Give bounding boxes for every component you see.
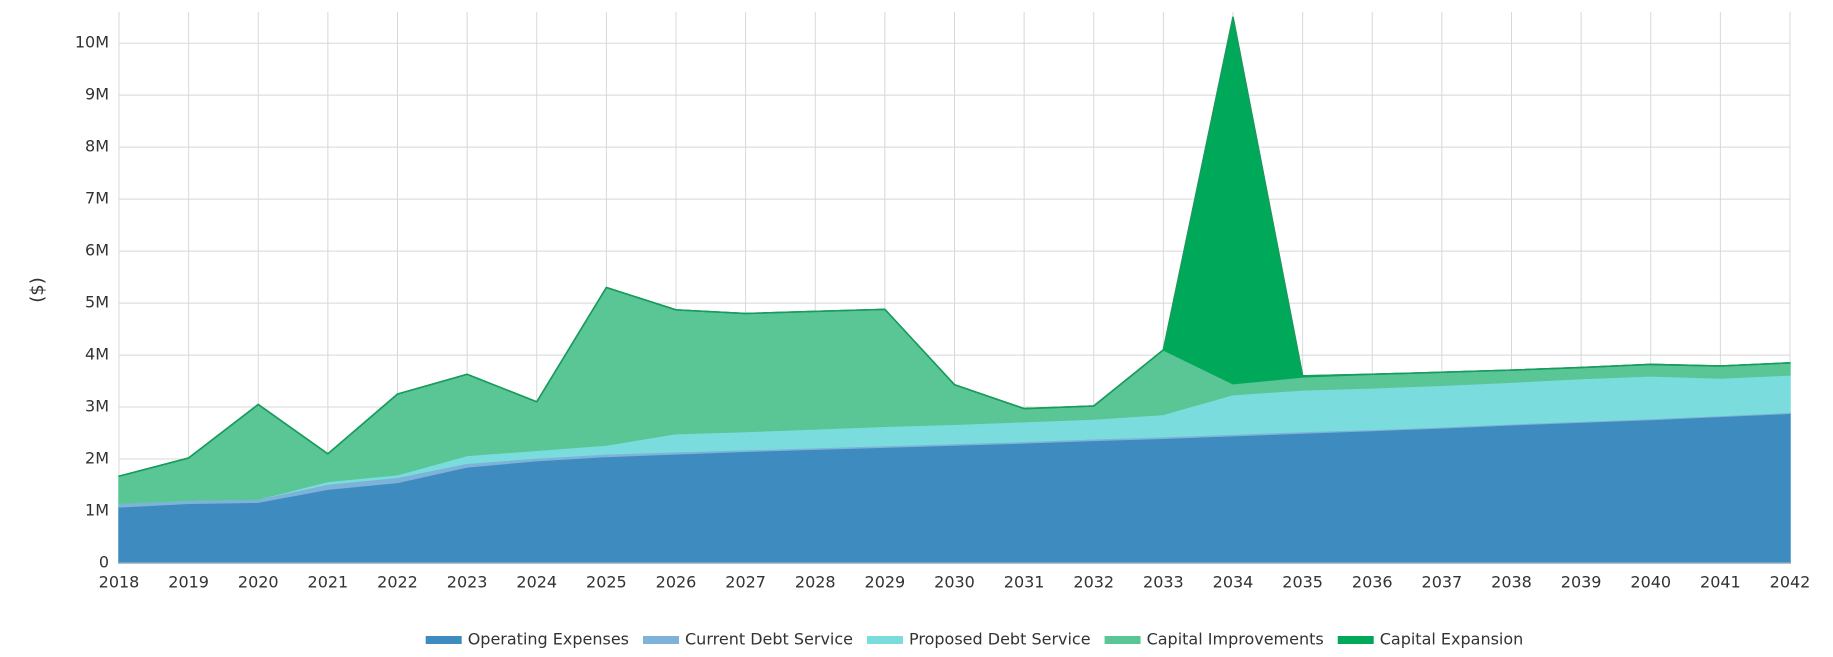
x-tick-label: 2029 (865, 573, 906, 592)
x-tick-label: 2023 (447, 573, 488, 592)
legend-swatch (1104, 636, 1141, 644)
x-tick-label: 2032 (1073, 573, 1114, 592)
legend-swatch (1337, 636, 1374, 644)
legend-label: Capital Expansion (1380, 630, 1524, 649)
y-tick-label: 10M (75, 33, 109, 52)
y-axis-label: ($) (27, 277, 48, 303)
y-tick-label: 4M (85, 345, 109, 364)
x-tick-label: 2028 (795, 573, 836, 592)
legend-label: Proposed Debt Service (909, 630, 1091, 649)
x-tick-label: 2025 (586, 573, 627, 592)
x-tick-label: 2039 (1561, 573, 1602, 592)
y-tick-label: 2M (85, 449, 109, 468)
x-tick-label: 2037 (1422, 573, 1463, 592)
y-tick-label: 7M (85, 189, 109, 208)
y-tick-label: 0 (99, 553, 109, 572)
x-tick-label: 2033 (1143, 573, 1184, 592)
y-tick-label: 1M (85, 501, 109, 520)
x-tick-label: 2035 (1282, 573, 1323, 592)
legend-swatch (867, 636, 904, 644)
x-tick-label: 2030 (934, 573, 975, 592)
legend-swatch (643, 636, 680, 644)
y-tick-label: 5M (85, 293, 109, 312)
x-tick-label: 2026 (656, 573, 697, 592)
x-tick-label: 2022 (377, 573, 418, 592)
x-tick-label: 2021 (308, 573, 349, 592)
x-tick-label: 2020 (238, 573, 279, 592)
x-tick-label: 2036 (1352, 573, 1393, 592)
x-tick-label: 2031 (1004, 573, 1045, 592)
x-tick-label: 2038 (1491, 573, 1532, 592)
top-edge (118, 17, 1791, 477)
legend-label: Capital Improvements (1147, 630, 1324, 649)
x-tick-label: 2042 (1770, 573, 1811, 592)
x-tick-label: 2019 (168, 573, 209, 592)
legend-label: Operating Expenses (468, 630, 629, 649)
x-tick-label: 2018 (99, 573, 140, 592)
y-tick-label: 3M (85, 397, 109, 416)
x-tick-label: 2034 (1213, 573, 1254, 592)
x-tick-label: 2024 (516, 573, 557, 592)
x-tick-label: 2041 (1700, 573, 1741, 592)
y-tick-label: 6M (85, 241, 109, 260)
legend-swatch (425, 636, 462, 644)
x-tick-label: 2040 (1630, 573, 1671, 592)
y-tick-label: 8M (85, 137, 109, 156)
x-tick-label: 2027 (725, 573, 766, 592)
legend-label: Current Debt Service (685, 630, 853, 649)
y-tick-label: 9M (85, 85, 109, 104)
legend: Operating Expenses Current Debt Service Pr… (425, 630, 1524, 649)
